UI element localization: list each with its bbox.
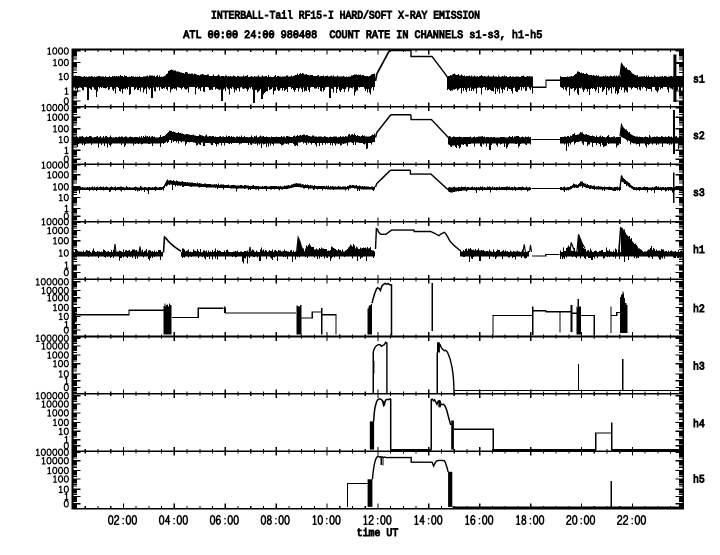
svg-text:h5: h5	[693, 474, 705, 486]
svg-text:ATL 00:00 24:00 980408 COUNT: ATL 00:00 24:00 980408 COUNT RATE IN CHA…	[183, 30, 542, 42]
svg-text:h3: h3	[693, 361, 705, 373]
svg-text:s2: s2	[693, 131, 705, 143]
svg-text:s3: s3	[693, 188, 705, 200]
svg-text:s1: s1	[693, 74, 705, 86]
svg-text:INTERBALL-Tail RF15-I HARD/SOF: INTERBALL-Tail RF15-I HARD/SOFT X-RAY EM…	[211, 10, 480, 22]
svg-text:h4: h4	[693, 419, 705, 431]
svg-text:h2: h2	[693, 304, 705, 316]
svg-text:h1: h1	[693, 245, 705, 257]
svg-text:time UT: time UT	[357, 528, 399, 540]
